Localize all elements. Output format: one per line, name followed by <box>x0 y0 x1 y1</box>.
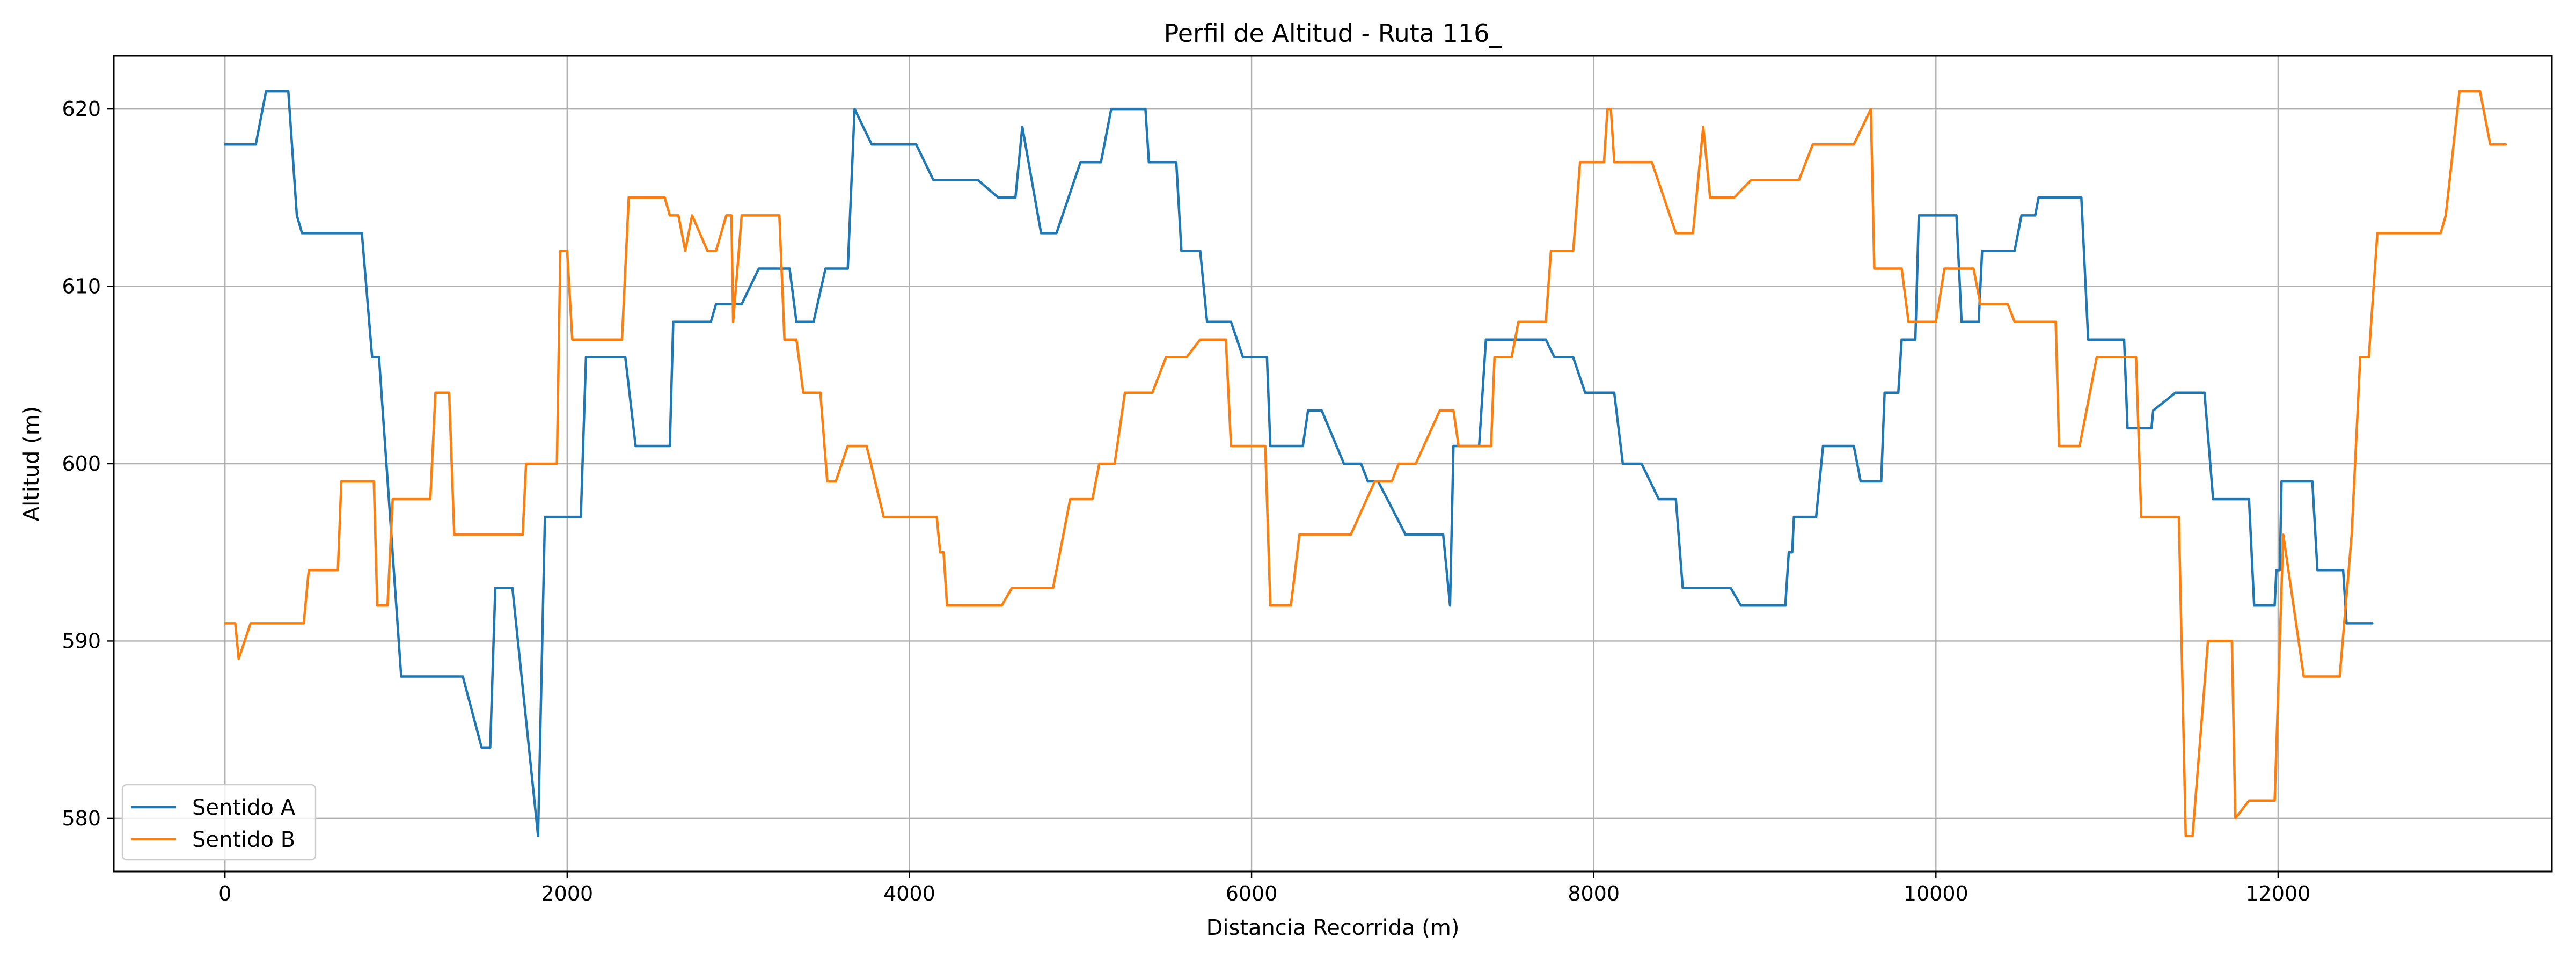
grid <box>114 56 2552 872</box>
legend-label-sentido-a: Sentido A <box>192 795 296 820</box>
x-tick-label: 0 <box>218 882 231 905</box>
series-line-sentido-a <box>223 90 2374 838</box>
x-tick-label: 10000 <box>1904 882 1968 905</box>
y-tick-label: 580 <box>62 807 101 830</box>
x-tick-label: 2000 <box>541 882 593 905</box>
x-tick-label: 8000 <box>1568 882 1620 905</box>
y-tick-label: 610 <box>62 275 101 298</box>
chart-title: Perfil de Altitud - Ruta 116_ <box>1164 19 1503 48</box>
x-tick-label: 6000 <box>1226 882 1278 905</box>
x-tick-label: 12000 <box>2245 882 2310 905</box>
y-tick-label: 600 <box>62 452 101 475</box>
axis-ticks: 0 2000 4000 6000 8000 10000 12000 580 590 600 610 6… <box>62 97 2310 905</box>
legend-box <box>121 784 317 861</box>
y-tick-label: 620 <box>62 97 101 121</box>
y-tick-label: 590 <box>62 629 101 653</box>
legend: Sentido A Sentido B <box>121 784 317 861</box>
legend-label-sentido-b: Sentido B <box>192 828 295 852</box>
y-axis-label: Altitud (m) <box>19 406 44 522</box>
series-line-sentido-b <box>223 90 2507 838</box>
x-tick-label: 4000 <box>883 882 935 905</box>
x-axis-label: Distancia Recorrida (m) <box>1206 916 1460 940</box>
series-lines <box>223 90 2507 838</box>
